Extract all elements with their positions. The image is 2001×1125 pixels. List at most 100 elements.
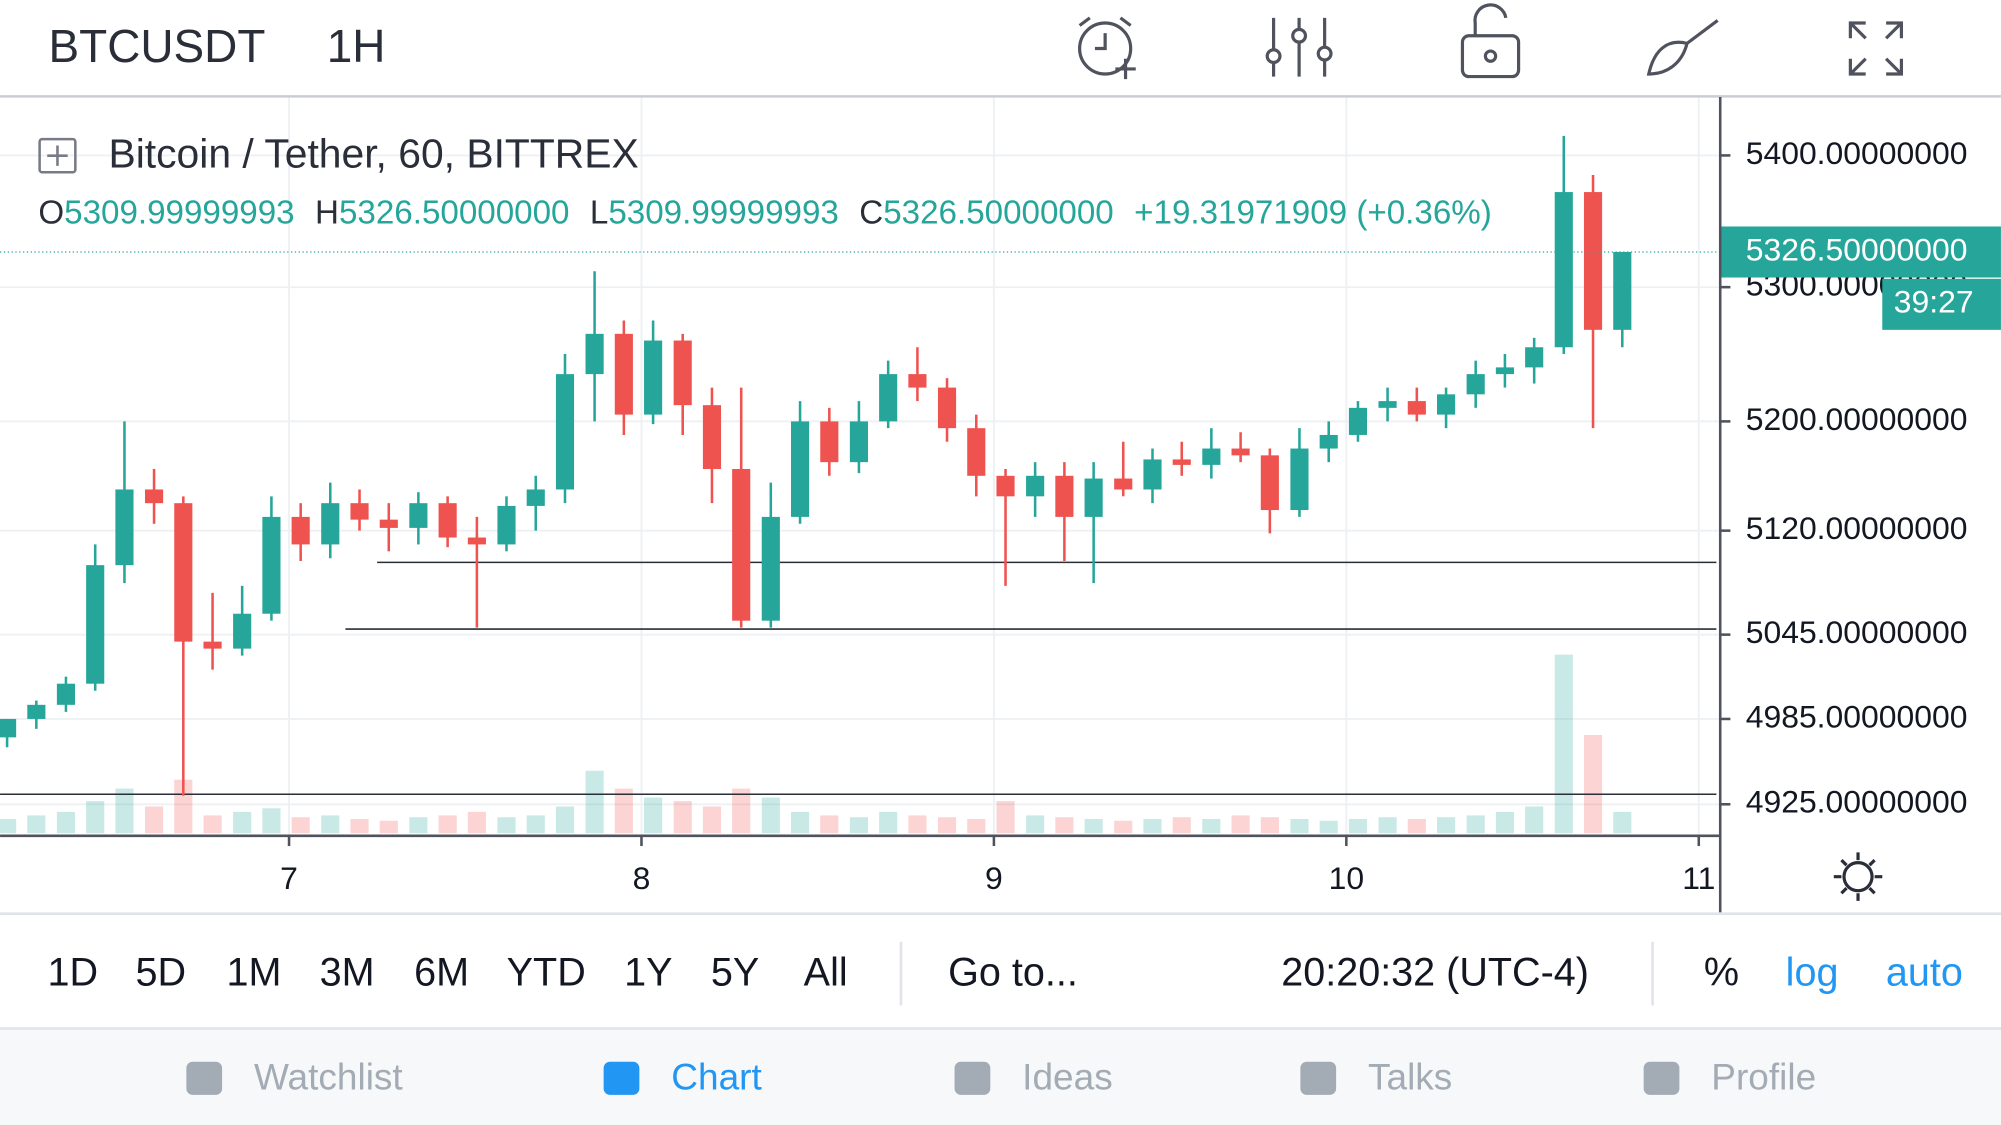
candle-body: [1495, 367, 1514, 375]
ohlc-key: O: [38, 194, 64, 231]
candle-body: [967, 428, 986, 476]
volume-bar: [1437, 817, 1456, 834]
volume-bar: [526, 815, 545, 834]
candle-body: [585, 333, 604, 375]
symbol[interactable]: BTCUSDT: [49, 20, 266, 72]
candle-body: [144, 489, 164, 504]
goto-button[interactable]: Go to...: [948, 950, 1078, 994]
log-toggle[interactable]: log: [1786, 950, 1839, 994]
x-tick-label: 10: [1329, 860, 1364, 896]
volume-bar: [1495, 811, 1514, 834]
range-button[interactable]: All: [804, 950, 848, 994]
range-button[interactable]: 3M: [320, 950, 375, 994]
settings-icon[interactable]: [1833, 852, 1883, 901]
volume-bar: [1114, 820, 1133, 834]
candle-body: [1348, 407, 1368, 435]
volume-bar: [849, 817, 868, 834]
volume-bar: [732, 788, 751, 834]
volume-bar: [56, 811, 76, 834]
nav-icon[interactable]: [186, 1061, 223, 1095]
candle-body: [379, 519, 398, 528]
nav-label[interactable]: Chart: [671, 1056, 762, 1097]
nav-icon[interactable]: [603, 1061, 640, 1095]
candle-body: [1613, 252, 1632, 330]
fullscreen-icon[interactable]: [1848, 21, 1904, 76]
nav-icon[interactable]: [954, 1061, 991, 1095]
volume-bar: [1055, 817, 1074, 834]
drawing-icon[interactable]: [1646, 19, 1719, 76]
volume-bar: [262, 808, 281, 834]
candle-body: [1319, 434, 1338, 449]
range-button[interactable]: 1Y: [624, 950, 672, 994]
nav-label[interactable]: Ideas: [1022, 1056, 1113, 1097]
ohlc-value: 5326.50000000: [339, 194, 570, 231]
candle-body: [1114, 478, 1133, 490]
range-button[interactable]: YTD: [507, 950, 586, 994]
volume-bar: [967, 818, 986, 834]
candle-body: [1143, 459, 1162, 490]
nav-icon[interactable]: [1300, 1061, 1337, 1095]
candle-body: [1084, 478, 1103, 517]
candle-body: [203, 641, 222, 649]
x-tick-label: 9: [985, 860, 1003, 896]
ohlc-value: 5326.50000000: [883, 194, 1114, 231]
nav-icon[interactable]: [1643, 1061, 1680, 1095]
volume-bar: [614, 788, 633, 834]
volume-bar: [790, 811, 810, 834]
volume-bar: [321, 815, 340, 834]
nav-label[interactable]: Profile: [1711, 1056, 1816, 1097]
candle-body: [1378, 401, 1397, 408]
lock-icon[interactable]: [1460, 3, 1521, 79]
volume-bar: [820, 815, 839, 834]
clock[interactable]: 20:20:32 (UTC-4): [1281, 950, 1589, 994]
volume-bar: [1466, 815, 1485, 834]
alert-icon[interactable]: [1078, 16, 1136, 80]
volume-bar: [702, 806, 722, 834]
volume-bar: [291, 817, 310, 834]
y-tick-label: 4985.00000000: [1746, 698, 1968, 734]
candle-body: [614, 333, 633, 415]
interval[interactable]: 1H: [327, 20, 386, 72]
range-button[interactable]: 1D: [48, 950, 99, 994]
volume-bar: [438, 815, 457, 834]
candle-body: [438, 503, 457, 538]
candle-body: [1055, 475, 1074, 517]
range-button[interactable]: 5D: [136, 950, 187, 994]
nav-label[interactable]: Watchlist: [254, 1056, 403, 1097]
range-button[interactable]: 1M: [227, 950, 282, 994]
candle-body: [555, 374, 575, 490]
volume-bar: [379, 820, 398, 834]
range-button[interactable]: 6M: [414, 950, 469, 994]
candle-body: [467, 537, 486, 545]
volume-bar: [761, 797, 780, 834]
candle-body: [702, 405, 722, 469]
last-price-label: 5326.50000000: [1746, 231, 1968, 267]
y-tick-label: 4925.00000000: [1746, 784, 1968, 820]
percent-toggle[interactable]: %: [1704, 950, 1739, 994]
range-button[interactable]: 5Y: [711, 950, 759, 994]
volume-bar: [1026, 815, 1045, 834]
indicators-icon[interactable]: [1265, 17, 1333, 77]
candle-body: [321, 503, 340, 545]
candle-body: [849, 421, 868, 463]
volume-bar: [1407, 818, 1426, 834]
volume-bar: [1319, 820, 1338, 834]
nav-label[interactable]: Talks: [1368, 1056, 1452, 1097]
volume-bar: [27, 815, 46, 834]
volume-bar: [1554, 654, 1573, 834]
auto-toggle[interactable]: auto: [1886, 950, 1963, 994]
volume-bar: [1613, 811, 1632, 834]
legend-expand-icon[interactable]: [38, 137, 77, 174]
y-tick-label: 5045.00000000: [1746, 614, 1968, 650]
candle-body: [27, 704, 46, 719]
candle-body: [1583, 192, 1603, 330]
candle-body: [409, 503, 428, 528]
candle-body: [732, 468, 751, 621]
candle-body: [262, 516, 281, 614]
candle-body: [0, 718, 17, 738]
volume-bar: [996, 801, 1015, 834]
candle-body: [350, 503, 369, 520]
volume-bar: [585, 770, 604, 834]
candle-body: [233, 613, 252, 649]
candle-body: [1407, 401, 1426, 415]
